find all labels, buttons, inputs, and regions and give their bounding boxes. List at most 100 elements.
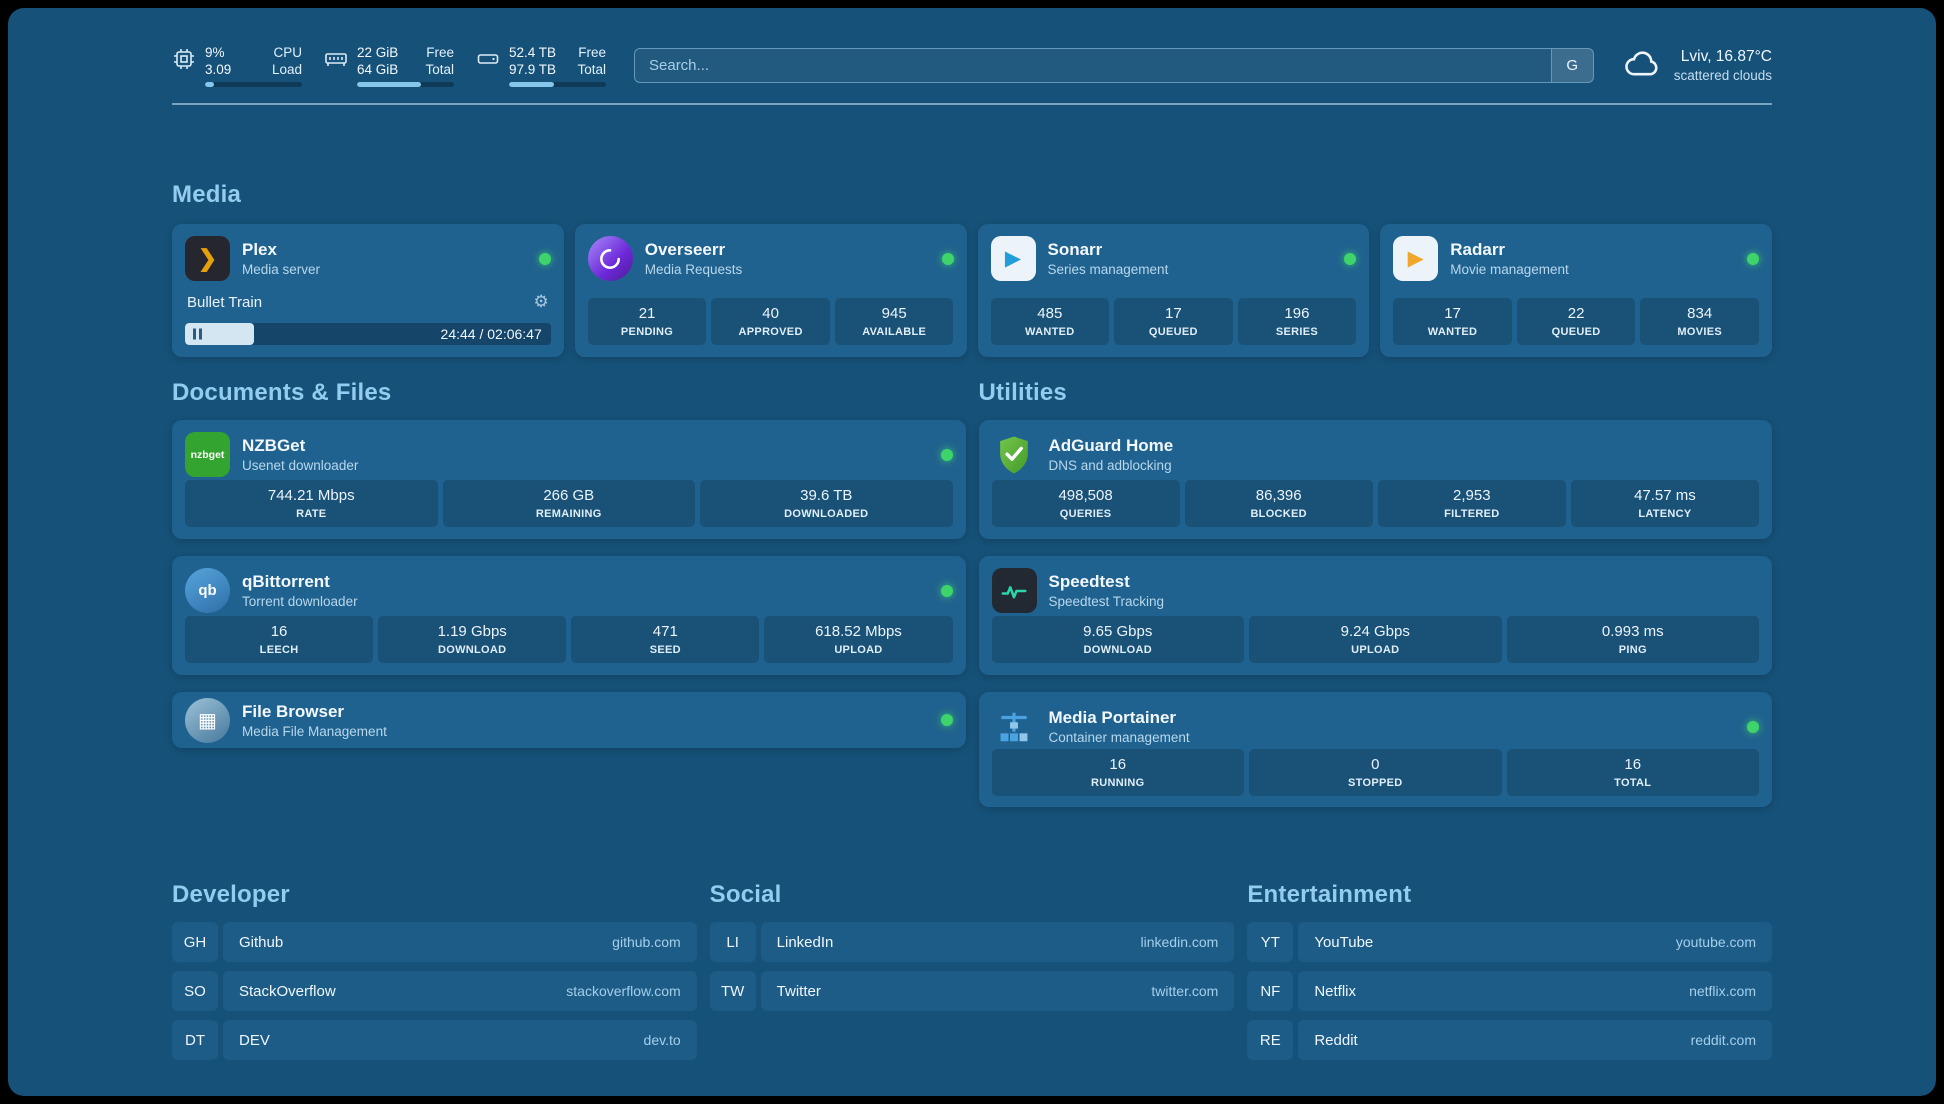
bookmark-domain: github.com <box>612 934 681 950</box>
bookmark-abbr: NF <box>1247 971 1294 1011</box>
status-dot <box>1747 720 1759 733</box>
bookmark-row-dev[interactable]: DT DEV dev.to <box>172 1020 697 1060</box>
app-desc: Media File Management <box>242 723 387 739</box>
bookmark-row-netflix[interactable]: NF Netflix netflix.com <box>1247 971 1772 1011</box>
status-dot <box>940 714 953 726</box>
bookmark-name: StackOverflow <box>239 982 336 1000</box>
stat-box: 618.52 Mbps UPLOAD <box>764 616 953 663</box>
app-desc: DNS and adblocking <box>1048 458 1172 473</box>
bookmark-domain: twitter.com <box>1151 983 1219 999</box>
app-name: NZBGet <box>242 436 306 455</box>
bookmark-name: DEV <box>239 1031 270 1049</box>
bookmark-row-youtube[interactable]: YT YouTube youtube.com <box>1247 922 1772 962</box>
bookmark-abbr: GH <box>172 922 218 962</box>
bookmark-name: Twitter <box>776 982 821 1000</box>
disk-widget: 52.4 TB 97.9 TB Free Total <box>476 44 606 87</box>
search-bar: G <box>634 48 1594 83</box>
stat-box: 9.65 Gbps DOWNLOAD <box>991 616 1244 663</box>
portainer-icon <box>992 704 1037 749</box>
app-desc: Container management <box>1048 730 1190 745</box>
section-title-utilities: Utilities <box>978 379 1067 406</box>
app-card-sonarr[interactable]: ▶ Sonarr Series management 485 WANTED 17 Q… <box>977 224 1370 357</box>
stat-box: 17 WANTED <box>1393 298 1512 345</box>
app-card-portainer[interactable]: Media Portainer Container management 16 R… <box>978 692 1772 807</box>
app-card-speedtest[interactable]: Speedtest Speedtest Tracking 9.65 Gbps DO… <box>978 556 1772 675</box>
dashboard-page: 9% 3.09 CPU Load <box>8 8 1936 1096</box>
app-card-qbittorrent[interactable]: qb qBittorrent Torrent downloader 16 LEEC… <box>172 556 966 675</box>
bookmark-abbr: LI <box>709 922 756 962</box>
cpu-usage-value: 9% <box>205 45 225 60</box>
bookmark-row-linkedin[interactable]: LI LinkedIn linkedin.com <box>709 922 1235 962</box>
memory-progress-bar <box>357 82 454 87</box>
documents-column: Documents & Files nzbget NZBGet Usenet d… <box>172 379 966 748</box>
stat-box: 9.24 Gbps UPLOAD <box>1249 616 1502 663</box>
stat-box: 40 APPROVED <box>711 298 830 345</box>
disk-free-value: 52.4 TB <box>509 45 557 60</box>
app-desc: Torrent downloader <box>242 594 358 609</box>
app-desc: Media Requests <box>644 262 743 277</box>
app-name: Radarr <box>1450 240 1506 259</box>
stat-box: 196 SERIES <box>1237 298 1357 345</box>
app-card-plex[interactable]: ❯ Plex Media server Bullet Train ⚙ 24:44… <box>172 224 564 357</box>
memory-total-value: 64 GiB <box>357 62 399 77</box>
topbar-divider <box>172 103 1772 105</box>
app-name: File Browser <box>242 701 345 721</box>
bookmark-abbr: YT <box>1247 922 1294 962</box>
stat-box: 485 WANTED <box>990 298 1110 345</box>
cpu-load-average: 3.09 <box>205 62 232 77</box>
bookmark-abbr: SO <box>172 971 218 1011</box>
bookmark-row-reddit[interactable]: RE Reddit reddit.com <box>1247 1020 1772 1060</box>
stat-box: 39.6 TB DOWNLOADED <box>700 480 953 527</box>
search-engine-button[interactable]: G <box>1550 49 1593 82</box>
app-card-overseerr[interactable]: Overseerr Media Requests 21 PENDING 40 APP… <box>574 224 967 357</box>
cpu-label-top: CPU <box>273 45 302 60</box>
nzbget-icon: nzbget <box>185 432 230 477</box>
stat-box: 266 GB REMAINING <box>442 480 695 527</box>
section-title-media: Media <box>172 181 242 208</box>
gear-icon[interactable]: ⚙ <box>533 292 549 311</box>
filebrowser-icon: ▦ <box>185 697 230 743</box>
bookmark-row-twitter[interactable]: TW Twitter twitter.com <box>709 971 1235 1011</box>
status-dot <box>940 584 953 597</box>
cpu-widget: 9% 3.09 CPU Load <box>172 44 302 87</box>
stat-box: 16 RUNNING <box>991 749 1244 796</box>
bookmark-abbr: DT <box>172 1020 218 1060</box>
app-card-adguard[interactable]: AdGuard Home DNS and adblocking 498,508 Q… <box>978 420 1772 539</box>
bookmark-name: Reddit <box>1314 1031 1358 1049</box>
bookmark-row-stackoverflow[interactable]: SO StackOverflow stackoverflow.com <box>172 971 697 1011</box>
stat-box: 17 QUEUED <box>1114 298 1233 345</box>
stat-box: 22 QUEUED <box>1516 298 1636 345</box>
playback-progress-bar[interactable]: 24:44 / 02:06:47 <box>185 323 551 345</box>
stat-box: 86,396 BLOCKED <box>1184 480 1373 527</box>
app-card-filebrowser[interactable]: ▦ File Browser Media File Management <box>172 692 966 748</box>
bookmarks-entertainment: Entertainment YT YouTube youtube.com NF … <box>1247 881 1772 1060</box>
bookmark-name: Netflix <box>1314 982 1357 1000</box>
status-dot <box>1747 252 1759 265</box>
bookmarks-social: Social LI LinkedIn linkedin.com TW Twitt… <box>709 881 1235 1011</box>
section-title-social: Social <box>709 881 782 908</box>
app-name: Media Portainer <box>1048 708 1177 727</box>
adguard-shield-icon <box>992 432 1037 477</box>
bookmark-abbr: TW <box>709 971 756 1011</box>
app-name: AdGuard Home <box>1048 436 1174 455</box>
ram-icon <box>324 47 348 76</box>
system-widgets: 9% 3.09 CPU Load <box>172 44 606 87</box>
now-playing-title: Bullet Train <box>187 293 263 311</box>
stat-box: 2,953 FILTERED <box>1377 480 1566 527</box>
pause-icon[interactable] <box>193 328 202 340</box>
stat-box: 834 MOVIES <box>1640 298 1759 345</box>
bookmark-row-github[interactable]: GH Github github.com <box>172 922 697 962</box>
app-name: Plex <box>242 240 277 259</box>
app-card-radarr[interactable]: ▶ Radarr Movie management 17 WANTED 22 QUE… <box>1380 224 1772 357</box>
memory-widget: 22 GiB 64 GiB Free Total <box>324 44 454 87</box>
memory-free-value: 22 GiB <box>357 45 399 60</box>
stat-box: 0.993 ms PING <box>1506 616 1759 663</box>
app-card-nzbget[interactable]: nzbget NZBGet Usenet downloader 744.21 M… <box>172 420 966 539</box>
weather-condition: scattered clouds <box>1673 68 1772 83</box>
app-name: Speedtest <box>1048 572 1130 591</box>
app-desc: Speedtest Tracking <box>1048 594 1165 609</box>
app-desc: Usenet downloader <box>242 458 359 473</box>
stat-box: 21 PENDING <box>587 298 707 345</box>
app-desc: Movie management <box>1450 262 1569 277</box>
search-input[interactable] <box>635 49 1551 82</box>
